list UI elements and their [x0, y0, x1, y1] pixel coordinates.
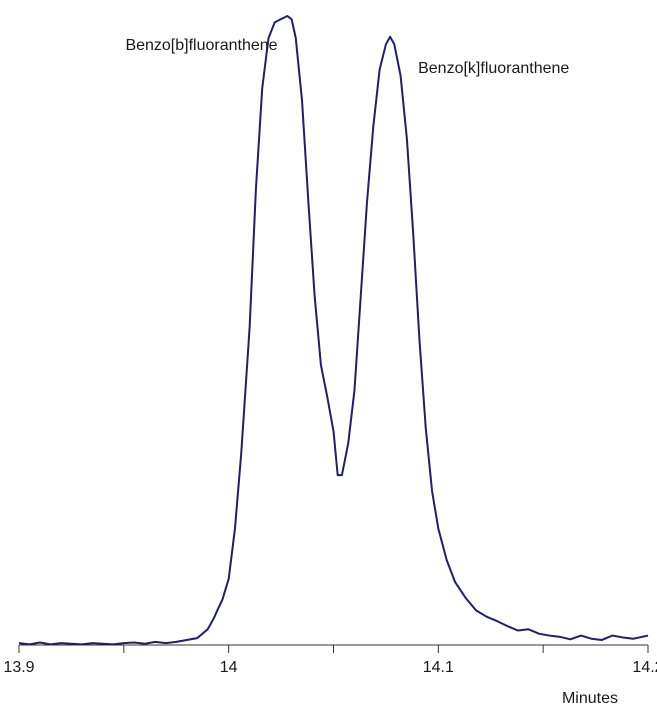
peak-labels: Benzo[b]fluoranthene Benzo[k]fluoranthene [125, 37, 569, 77]
x-tick-label: 14 [220, 659, 238, 676]
chromatogram-trace [18, 15, 649, 646]
trace-group [18, 15, 649, 646]
peak-label-benzo-b: Benzo[b]fluoranthene [125, 37, 277, 54]
x-axis-title: Minutes [562, 690, 618, 707]
x-tick-label: 14.2 [632, 659, 657, 676]
x-axis: 13.9 14 14.1 14.2 [3, 644, 657, 676]
x-tick-label: 13.9 [3, 659, 34, 676]
x-tick-label: 14.1 [423, 659, 454, 676]
peak-label-benzo-k: Benzo[k]fluoranthene [418, 60, 569, 77]
